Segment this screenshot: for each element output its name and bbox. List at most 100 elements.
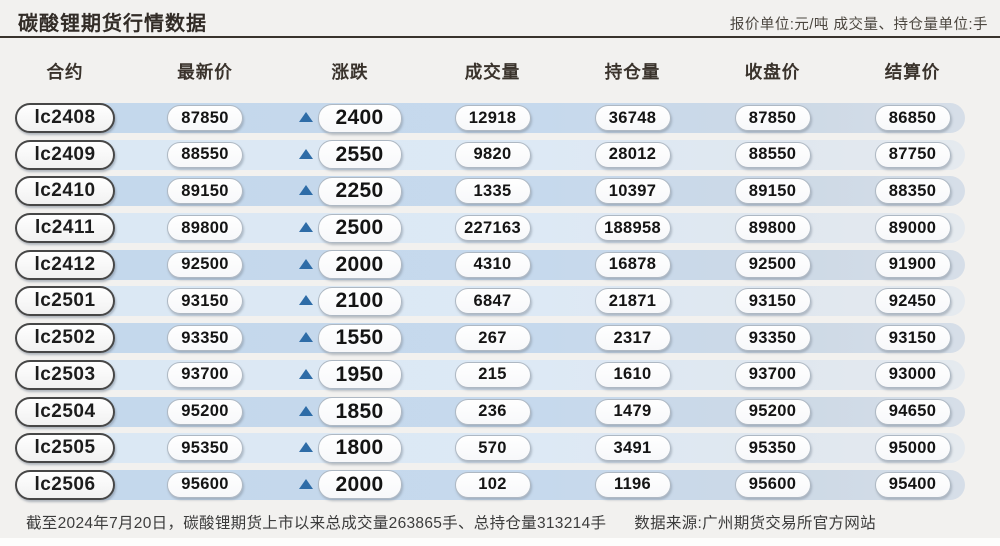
close-price-pill: 93350 xyxy=(734,325,811,352)
contract-pill: lc2412 xyxy=(15,249,115,280)
contract-pill: lc2410 xyxy=(15,176,115,207)
contract-pill: lc2409 xyxy=(15,139,115,170)
table-body: lc2408 87850 2400 12918 36748 87850 8685… xyxy=(0,103,980,500)
open-interest-pill: 1479 xyxy=(594,398,671,425)
contract-pill: lc2501 xyxy=(15,286,115,317)
last-price-pill: 93700 xyxy=(167,361,243,388)
up-triangle-icon xyxy=(298,332,313,343)
up-triangle-icon xyxy=(298,405,313,416)
settle-price-pill: 89000 xyxy=(874,215,951,242)
table-row: lc2411 89800 2500 227163 188958 89800 89… xyxy=(0,213,980,244)
footer-note: 截至2024年7月20日，碳酸锂期货上市以来总成交量263865手、总持仓量31… xyxy=(26,511,876,533)
change-pill: 2400 xyxy=(317,103,402,133)
open-interest-pill: 10397 xyxy=(594,178,671,205)
close-price-pill: 95200 xyxy=(734,398,811,425)
column-header-last-price: 最新价 xyxy=(177,61,233,82)
settle-price-pill: 91900 xyxy=(874,251,951,278)
table-row: lc2408 87850 2400 12918 36748 87850 8685… xyxy=(0,103,980,133)
up-triangle-icon xyxy=(298,478,313,489)
contract-pill: lc2502 xyxy=(15,323,115,354)
column-header-contract: 合约 xyxy=(46,61,84,82)
volume-pill: 215 xyxy=(454,361,531,388)
change-pill: 2500 xyxy=(317,213,402,243)
contract-pill: lc2503 xyxy=(15,359,115,390)
last-price-pill: 95350 xyxy=(167,435,243,462)
up-triangle-icon xyxy=(298,185,313,196)
open-interest-pill: 188958 xyxy=(594,215,671,242)
open-interest-pill: 28012 xyxy=(594,141,671,168)
open-interest-pill: 1610 xyxy=(594,361,671,388)
footer-summary: 截至2024年7月20日，碳酸锂期货上市以来总成交量263865手、总持仓量31… xyxy=(26,515,607,532)
units-note: 报价单位:元/吨 成交量、持仓量单位:手 xyxy=(729,17,988,33)
open-interest-pill: 2317 xyxy=(594,325,671,352)
column-header-open-interest: 持仓量 xyxy=(604,61,661,82)
change-pill: 2100 xyxy=(317,286,402,316)
table-row: lc2501 93150 2100 6847 21871 93150 92450 xyxy=(0,286,980,317)
footer-source: 数据来源:广州期货交易所官方网站 xyxy=(634,515,876,532)
settle-price-pill: 94650 xyxy=(874,398,951,425)
open-interest-pill: 1196 xyxy=(594,471,671,498)
volume-pill: 102 xyxy=(454,471,531,498)
volume-pill: 267 xyxy=(454,325,531,352)
up-triangle-icon xyxy=(298,258,313,269)
contract-pill: lc2411 xyxy=(15,213,115,244)
up-triangle-icon xyxy=(298,112,313,122)
close-price-pill: 92500 xyxy=(734,251,811,278)
close-price-pill: 88550 xyxy=(734,141,811,168)
open-interest-pill: 16878 xyxy=(594,251,671,278)
table-row: lc2502 93350 1550 267 2317 93350 93150 xyxy=(0,323,980,354)
up-triangle-icon xyxy=(298,442,313,453)
change-pill: 2000 xyxy=(317,470,402,500)
settle-price-pill: 88350 xyxy=(874,178,951,205)
last-price-pill: 87850 xyxy=(167,105,243,131)
column-header-close-price: 收盘价 xyxy=(744,61,801,82)
open-interest-pill: 36748 xyxy=(594,105,671,131)
settle-price-pill: 93000 xyxy=(874,361,951,388)
volume-pill: 227163 xyxy=(454,215,531,242)
table-row: lc2503 93700 1950 215 1610 93700 93000 xyxy=(0,359,980,390)
table-row: lc2410 89150 2250 1335 10397 89150 88350 xyxy=(0,176,980,207)
settle-price-pill: 87750 xyxy=(874,141,951,168)
last-price-pill: 92500 xyxy=(167,251,243,278)
close-price-pill: 87850 xyxy=(734,105,811,131)
change-pill: 2250 xyxy=(317,176,402,206)
bottom-strip xyxy=(0,538,1000,546)
table-row: lc2505 95350 1800 570 3491 95350 95000 xyxy=(0,433,980,464)
up-triangle-icon xyxy=(298,368,313,379)
contract-pill: lc2408 xyxy=(15,103,115,133)
last-price-pill: 93350 xyxy=(167,325,243,352)
last-price-pill: 95200 xyxy=(167,398,243,425)
close-price-pill: 95350 xyxy=(734,435,811,462)
close-price-pill: 93700 xyxy=(734,361,811,388)
last-price-pill: 93150 xyxy=(167,288,243,315)
settle-price-pill: 92450 xyxy=(874,288,951,315)
change-pill: 2000 xyxy=(317,250,402,280)
volume-pill: 9820 xyxy=(454,141,531,168)
volume-pill: 570 xyxy=(454,435,531,462)
settle-price-pill: 93150 xyxy=(874,325,951,352)
up-triangle-icon xyxy=(298,148,313,159)
column-header-volume: 成交量 xyxy=(464,61,521,82)
close-price-pill: 95600 xyxy=(734,471,811,498)
volume-pill: 6847 xyxy=(454,288,531,315)
volume-pill: 12918 xyxy=(454,105,531,131)
contract-pill: lc2505 xyxy=(15,433,115,464)
open-interest-pill: 3491 xyxy=(594,435,671,462)
close-price-pill: 89150 xyxy=(734,178,811,205)
table-row: lc2504 95200 1850 236 1479 95200 94650 xyxy=(0,396,980,427)
volume-pill: 1335 xyxy=(454,178,531,205)
contract-pill: lc2506 xyxy=(15,469,115,500)
column-header-settle-price: 结算价 xyxy=(884,61,941,82)
volume-pill: 236 xyxy=(454,398,531,425)
table-row: lc2506 95600 2000 102 1196 95600 95400 xyxy=(0,469,980,500)
table-row: lc2412 92500 2000 4310 16878 92500 91900 xyxy=(0,249,980,280)
volume-pill: 4310 xyxy=(454,251,531,278)
title-divider xyxy=(0,36,1000,38)
change-pill: 1850 xyxy=(317,397,402,426)
change-pill: 2550 xyxy=(317,140,402,170)
settle-price-pill: 86850 xyxy=(874,105,951,131)
open-interest-pill: 21871 xyxy=(594,288,671,315)
last-price-pill: 95600 xyxy=(167,471,243,498)
settle-price-pill: 95000 xyxy=(874,435,951,462)
